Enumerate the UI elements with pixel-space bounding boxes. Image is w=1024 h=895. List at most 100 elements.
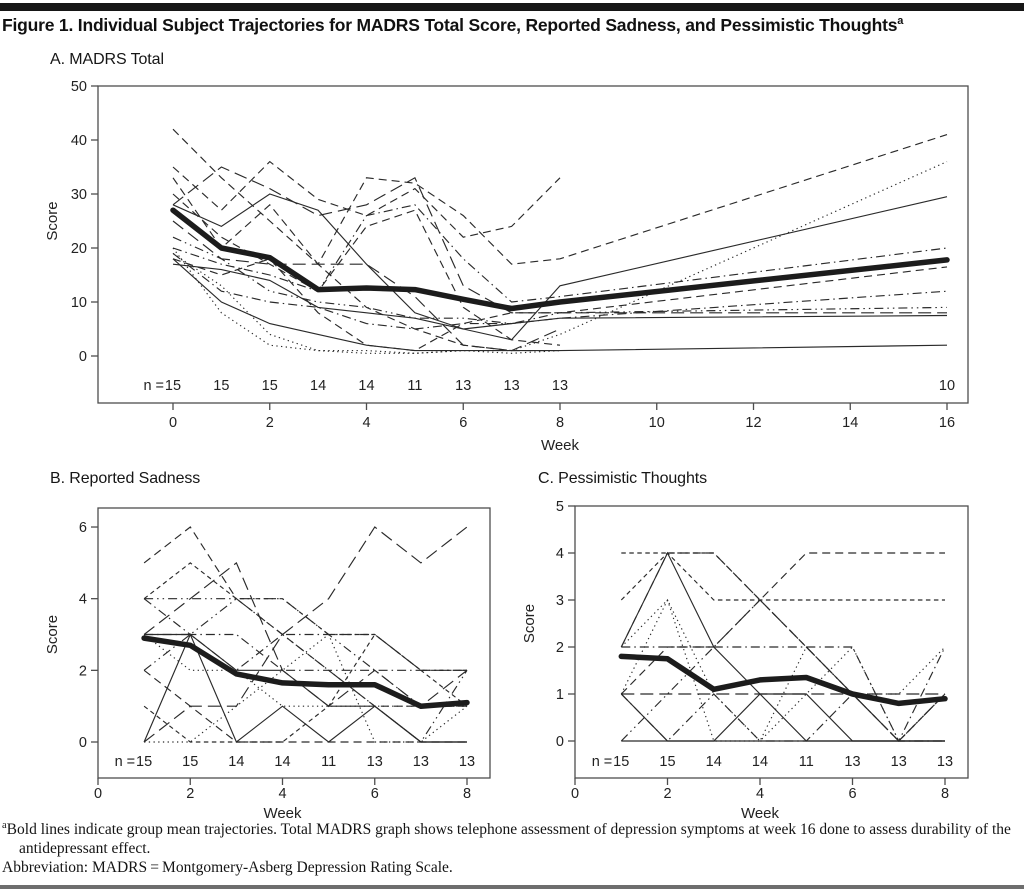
- n-value: 13: [504, 378, 520, 394]
- y-tick-label: 50: [71, 79, 87, 95]
- y-tick-label: 0: [556, 734, 564, 750]
- n-value: 11: [407, 378, 422, 394]
- individual-trajectory: [172, 258, 948, 352]
- y-tick-label: 3: [556, 593, 564, 609]
- individual-trajectory: [620, 552, 946, 742]
- individual-trajectory: [172, 134, 948, 266]
- individual-trajectory: [172, 220, 561, 352]
- n-value: 14: [228, 754, 244, 770]
- individual-trajectory: [172, 247, 561, 354]
- individual-trajectory: [620, 552, 945, 601]
- x-tick-label: 0: [169, 415, 177, 431]
- plot-frame: [574, 505, 969, 779]
- x-tick-label: 4: [278, 786, 286, 802]
- y-axis-title: Score: [521, 604, 538, 643]
- plot-frame: [97, 507, 491, 779]
- n-row-label: n =: [592, 754, 613, 770]
- individual-trajectory: [172, 193, 561, 346]
- individual-trajectory: [620, 598, 946, 742]
- x-axis-title: Week: [263, 805, 302, 822]
- individual-trajectory: [143, 669, 467, 743]
- y-tick-label: 4: [79, 592, 87, 608]
- individual-trajectories: [143, 526, 468, 743]
- n-value: 15: [262, 378, 278, 394]
- individual-trajectory: [144, 633, 467, 743]
- footnote-text: Bold lines indicate group mean trajector…: [6, 821, 1011, 857]
- x-tick-label: 14: [842, 415, 858, 431]
- n-value: 13: [455, 378, 471, 394]
- panel-b-label: B. Reported Sadness: [50, 470, 201, 487]
- n-value: 15: [165, 378, 181, 394]
- y-tick-label: 40: [71, 133, 87, 149]
- plot-frame: [97, 85, 969, 404]
- x-tick-label: 6: [371, 786, 379, 802]
- footnote-line: aBold lines indicate group mean trajecto…: [2, 820, 1018, 858]
- x-tick-label: 16: [939, 415, 955, 431]
- n-value: 15: [182, 754, 198, 770]
- n-value: 14: [752, 754, 768, 770]
- individual-trajectories: [620, 551, 946, 742]
- x-axis: 0 2 4 6 8 Week: [94, 778, 471, 822]
- n-value: 14: [310, 378, 326, 394]
- individual-trajectory: [143, 633, 468, 743]
- abbreviation-note: Abbreviation: MADRS = Montgomery-Asberg …: [2, 859, 453, 876]
- y-tick-label: 6: [79, 520, 87, 536]
- x-tick-label: 2: [186, 786, 194, 802]
- y-tick-label: 10: [71, 295, 87, 311]
- n-value: 13: [844, 754, 860, 770]
- individual-trajectory: [621, 646, 945, 742]
- individual-trajectory: [143, 597, 468, 743]
- n-value: 14: [358, 378, 374, 394]
- individual-trajectory: [143, 634, 467, 707]
- mean-trajectory: [170, 207, 950, 312]
- figure-title-superscript: a: [897, 15, 904, 28]
- n-value: 13: [937, 754, 953, 770]
- n-value: 15: [136, 754, 152, 770]
- bottom-rule: [0, 885, 1024, 889]
- y-tick-label: 2: [79, 663, 87, 679]
- individual-trajectory: [172, 166, 947, 314]
- n-row: n = 15 15 14 14 11 13 13 13: [115, 754, 476, 770]
- individual-trajectories: [172, 128, 948, 354]
- x-tick-label: 12: [745, 415, 761, 431]
- n-value: 14: [274, 754, 290, 770]
- individual-trajectory: [143, 526, 467, 707]
- y-axis: 0 10 20 30 40 50 Score: [44, 79, 98, 365]
- individual-trajectory: [143, 526, 468, 743]
- n-value: 13: [891, 754, 907, 770]
- n-value: 15: [213, 378, 229, 394]
- y-tick-label: 2: [556, 640, 564, 656]
- y-tick-label: 5: [556, 499, 564, 515]
- y-axis-title: Score: [44, 615, 61, 654]
- x-tick-label: 2: [663, 786, 671, 802]
- individual-trajectory: [143, 598, 467, 671]
- individual-trajectory: [172, 263, 948, 330]
- y-axis: 0 2 4 6 Score: [44, 520, 98, 751]
- n-value: 10: [939, 378, 955, 394]
- footnote-marker: a: [2, 819, 7, 831]
- n-row-label: n =: [143, 378, 164, 394]
- figure-title-text: Figure 1. Individual Subject Trajectorie…: [2, 15, 898, 35]
- n-value: 11: [321, 754, 336, 770]
- n-row: n = 15 15 14 14 11 13 13 13: [592, 754, 953, 770]
- x-tick-label: 8: [463, 786, 471, 802]
- x-tick-label: 2: [266, 415, 274, 431]
- x-axis-title: Week: [741, 805, 780, 822]
- y-tick-label: 0: [79, 735, 87, 751]
- y-tick-label: 20: [71, 241, 87, 257]
- n-value: 13: [413, 754, 429, 770]
- x-axis: 0 2 4 6 8 10 12 14 16 Week: [169, 403, 955, 454]
- x-tick-label: 0: [571, 786, 579, 802]
- panel-a-label: A. MADRS Total: [50, 51, 164, 68]
- y-tick-label: 1: [556, 687, 564, 703]
- individual-trajectory: [620, 599, 946, 742]
- y-axis-title: Score: [44, 201, 61, 240]
- x-tick-label: 10: [649, 415, 665, 431]
- panel-c-label: C. Pessimistic Thoughts: [538, 470, 708, 487]
- mean-trajectory: [141, 635, 470, 709]
- x-tick-label: 8: [941, 786, 949, 802]
- n-value: 14: [706, 754, 722, 770]
